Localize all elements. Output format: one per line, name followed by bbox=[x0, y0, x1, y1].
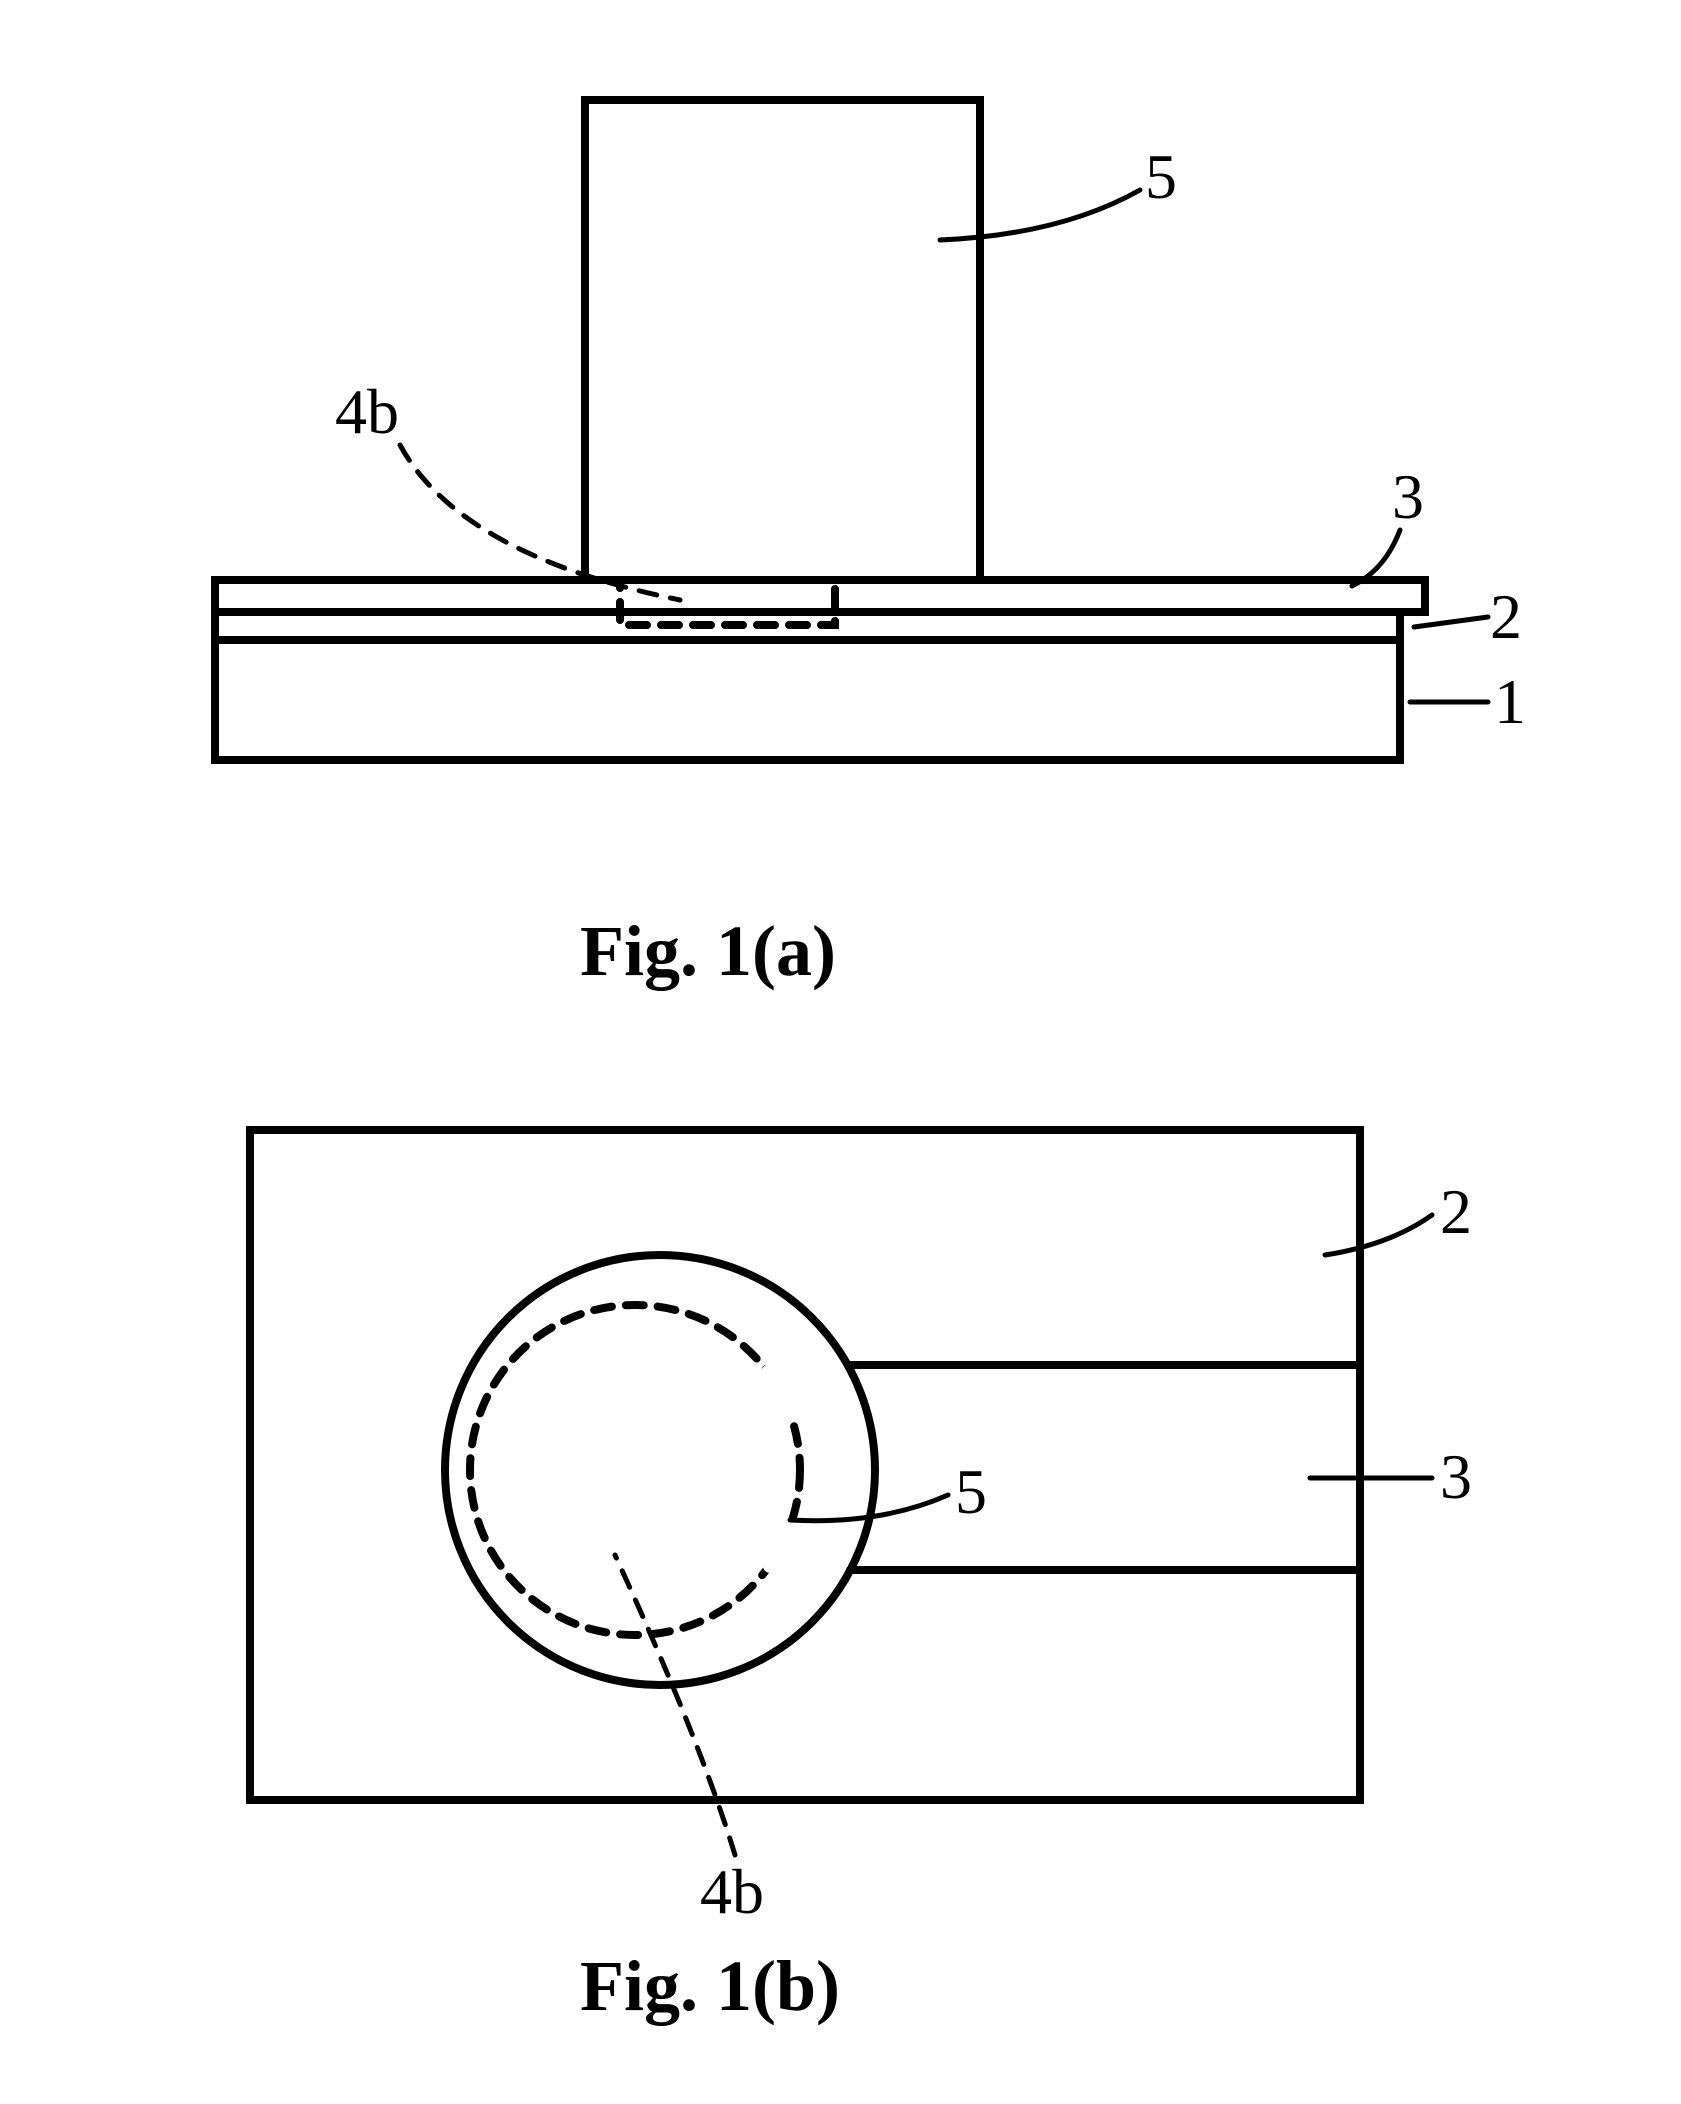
fig-1b-drawing bbox=[0, 1100, 1681, 2100]
fig-1a-label-5: 5 bbox=[1145, 140, 1177, 214]
fig-1a-label-1: 1 bbox=[1494, 665, 1526, 739]
fig-1b-label-4b: 4b bbox=[700, 1855, 764, 1929]
fig-1b-label-2: 2 bbox=[1440, 1175, 1472, 1249]
fig-1a-label-3: 3 bbox=[1392, 460, 1424, 534]
fig-1a-label-4b: 4b bbox=[335, 375, 399, 449]
fig-1a-label-2: 2 bbox=[1490, 580, 1522, 654]
figure-canvas: 5 4b 3 2 1 Fig. 1(a) bbox=[0, 0, 1681, 2104]
fig-1b-label-3: 3 bbox=[1440, 1440, 1472, 1514]
fig-1a-caption: Fig. 1(a) bbox=[580, 910, 836, 993]
fig-1b-label-5: 5 bbox=[955, 1455, 987, 1529]
fig-1a-drawing bbox=[0, 0, 1681, 900]
fig-1b-caption: Fig. 1(b) bbox=[580, 1945, 840, 2028]
